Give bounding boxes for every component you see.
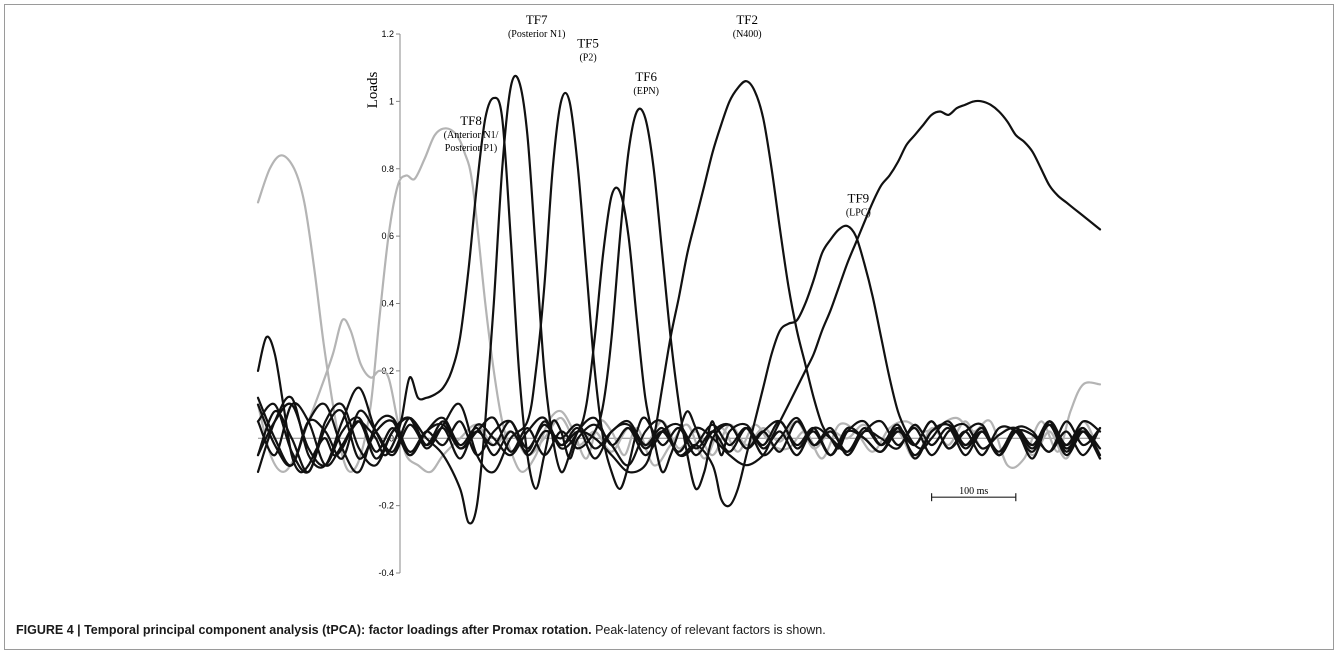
annotations: TF8 (Anterior N1/Posterior P1) TF7 (Posteri… (444, 12, 871, 219)
y-tick-label: 0.8 (381, 164, 394, 174)
scale-bar: 100 ms (930, 486, 1017, 502)
peak-label-tf9: TF9 (848, 190, 870, 205)
caption-regular: Peak-latency of relevant factors is show… (591, 623, 826, 637)
figure-frame (4, 4, 1334, 650)
peak-sublabel: (Anterior N1/ (444, 130, 499, 141)
peak-label-tf7: TF7 (526, 12, 548, 27)
peak-sublabel: (P2) (579, 52, 596, 63)
peak-label-tf5: TF5 (577, 35, 599, 50)
peak-sublabel: Posterior P1) (445, 143, 498, 154)
y-axis-label: Loads (365, 72, 381, 109)
factor-loading-line-7 (256, 107, 1102, 491)
series-layer (256, 74, 1102, 525)
peak-sublabel: (N400) (733, 29, 762, 40)
caption-bold: FIGURE 4 | Temporal principal component … (16, 623, 592, 637)
y-tick-label: 0.4 (381, 299, 394, 309)
peak-sublabel: (Posterior N1) (508, 29, 566, 40)
y-tick-label: 1.2 (381, 29, 394, 39)
y-tick-label: 0.2 (381, 366, 394, 376)
peak-sublabel: (LPC) (846, 207, 871, 218)
factor-loading-line-10 (256, 99, 1102, 467)
peak-sublabel: (EPN) (633, 86, 659, 97)
y-tick-label: 1 (389, 96, 394, 106)
scale-bar-label: 100 ms (959, 486, 988, 497)
y-tick-label: -0.4 (378, 568, 394, 578)
peak-label-tf2: TF2 (736, 12, 758, 27)
peak-label-tf8: TF8 (460, 113, 482, 128)
figure-caption: FIGURE 4 | Temporal principal component … (16, 623, 826, 637)
factor-loading-line-5 (256, 91, 1102, 490)
factor-loading-line-8 (256, 80, 1102, 474)
y-tick-label: -0.2 (378, 501, 394, 511)
peak-label-tf6: TF6 (635, 69, 657, 84)
factor-loading-line-9 (256, 224, 1102, 508)
